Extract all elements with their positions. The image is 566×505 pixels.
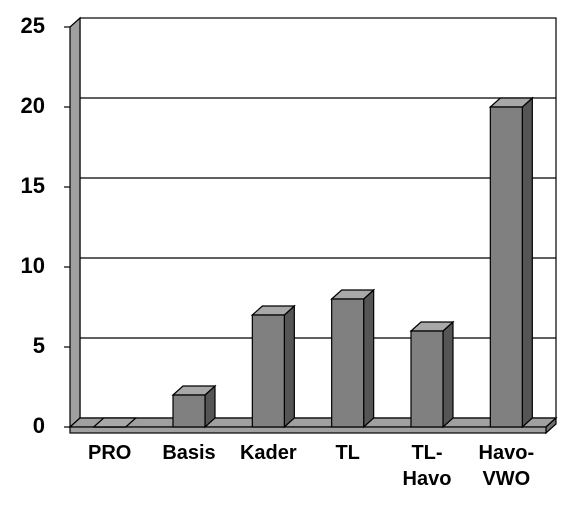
x-tick-label: Kader [239, 442, 297, 464]
x-tick-label: PRO [87, 442, 132, 464]
floor-front [69, 426, 547, 434]
bar-front [251, 314, 285, 428]
bar [488, 96, 534, 429]
bar-side [521, 96, 533, 429]
bar-side [442, 320, 454, 429]
floor [68, 417, 558, 428]
bar [171, 384, 217, 429]
bar-front [410, 330, 444, 428]
side-wall [69, 16, 81, 429]
x-tick-label: Havo-VWO [478, 442, 535, 490]
y-tick-label: 25 [21, 13, 45, 38]
bar [92, 417, 138, 428]
bar [409, 320, 455, 429]
x-tick-label: TL-Havo [402, 442, 452, 490]
y-tick-label: 15 [21, 173, 45, 198]
bar [330, 288, 376, 429]
bar-front [172, 394, 206, 428]
y-tick-label: 5 [33, 333, 45, 358]
y-tick-label: 10 [21, 253, 45, 278]
bar-side [363, 288, 375, 429]
x-tick-label: TL [335, 442, 360, 464]
bar-front [331, 298, 365, 428]
x-tick-label: Basis [162, 442, 216, 464]
y-tick-label: 0 [33, 413, 45, 438]
bar [250, 304, 296, 429]
bar-front [489, 106, 523, 428]
bar-side [283, 304, 295, 429]
back-wall [79, 17, 557, 419]
y-tick-label: 20 [21, 93, 45, 118]
